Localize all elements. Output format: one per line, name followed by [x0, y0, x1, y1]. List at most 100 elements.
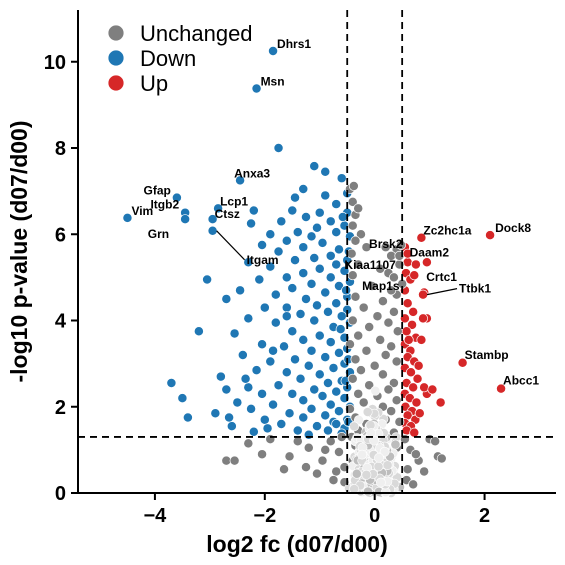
unchanged-point	[331, 466, 342, 477]
down-point	[336, 311, 347, 322]
down-point	[341, 285, 352, 296]
unchanged-point	[380, 242, 391, 253]
down-point	[295, 373, 306, 384]
unchanged-point	[265, 434, 276, 445]
down-point	[243, 382, 254, 393]
legend-marker-up	[107, 74, 125, 92]
down-point	[323, 306, 333, 317]
gene-label-zc2hc1a: Zc2hc1a	[423, 224, 471, 238]
down-point	[331, 199, 342, 210]
down-point	[265, 356, 276, 367]
down-point	[335, 324, 346, 335]
unchanged-point	[347, 270, 358, 281]
up-point	[419, 382, 430, 393]
down-point	[257, 388, 268, 399]
labeled-point-zc2hc1a	[416, 232, 427, 243]
down-point	[298, 395, 309, 406]
x-tick-label: 2	[479, 505, 490, 527]
down-point	[279, 341, 289, 352]
unchanged-point	[351, 468, 362, 479]
gene-leader-line	[426, 288, 458, 296]
labeled-point-crtc1	[409, 270, 420, 281]
unchanged-point	[301, 462, 311, 473]
labeled-point-anxa3	[235, 175, 246, 186]
down-point	[331, 227, 342, 238]
unchanged-point	[361, 345, 372, 356]
down-point	[237, 350, 248, 360]
down-point	[334, 406, 344, 417]
down-point	[229, 328, 240, 339]
legend-marker-unchanged	[107, 24, 125, 42]
up-point	[435, 397, 446, 408]
gene-label-anxa3: Anxa3	[234, 166, 270, 180]
down-point	[325, 216, 336, 227]
down-point	[298, 412, 309, 423]
down-point	[243, 257, 254, 268]
unchanged-point	[361, 469, 372, 480]
down-point	[290, 192, 300, 203]
unchanged-point	[317, 455, 328, 466]
down-point	[325, 399, 336, 410]
unchanged-point	[348, 180, 359, 191]
down-point	[257, 339, 268, 350]
unchanged-point	[356, 365, 366, 376]
gene-label-abcc1: Abcc1	[503, 374, 539, 388]
threshold-lines	[78, 10, 556, 493]
down-point	[287, 388, 298, 399]
down-point	[290, 255, 300, 266]
down-point	[268, 345, 278, 356]
unchanged-point	[377, 369, 388, 380]
y-tick-label: 2	[55, 397, 66, 419]
unchanged-point	[386, 406, 397, 417]
unchanged-point	[391, 395, 402, 406]
unchanged-point	[388, 306, 399, 317]
unchanged-point	[257, 449, 268, 460]
down-point	[281, 272, 292, 283]
labeled-point-ctsz	[207, 214, 218, 225]
down-point	[281, 302, 292, 313]
down-point	[320, 190, 331, 201]
labeled-point-brsk2	[396, 240, 407, 250]
gene-label-itgb2: Itgb2	[150, 198, 179, 212]
down-point	[273, 246, 284, 257]
down-point	[251, 365, 262, 376]
data-points-layer	[122, 46, 507, 496]
down-point	[287, 283, 298, 294]
down-point	[334, 281, 344, 291]
down-point	[259, 302, 270, 313]
down-point	[298, 184, 309, 194]
down-point	[273, 380, 284, 391]
down-point	[320, 352, 331, 363]
gene-label-stambp: Stambp	[465, 348, 509, 362]
down-point	[292, 425, 303, 436]
down-point	[314, 369, 325, 380]
x-axis-title: log2 fc (d07/d00)	[206, 531, 387, 557]
unchanged-point	[374, 452, 384, 463]
down-point	[325, 272, 336, 283]
down-point	[166, 378, 177, 388]
down-point	[298, 334, 309, 345]
y-tick-label: 4	[55, 311, 67, 333]
down-point	[309, 384, 320, 395]
unchanged-point	[347, 220, 358, 231]
up-point	[402, 298, 413, 309]
unchanged-point	[392, 326, 403, 337]
up-point	[408, 306, 419, 317]
down-point	[325, 337, 336, 348]
labeled-point-dock8	[485, 230, 496, 241]
unchanged-point	[347, 315, 358, 326]
down-point	[325, 250, 336, 261]
down-point	[281, 367, 292, 378]
unchanged-point	[388, 272, 399, 283]
down-point	[281, 311, 292, 322]
down-point	[295, 309, 306, 319]
gene-label-vim: Vim	[131, 204, 153, 218]
unchanged-point	[353, 259, 364, 270]
up-point	[410, 259, 421, 270]
up-point	[412, 373, 423, 384]
down-point	[202, 274, 213, 285]
labeled-point-itgam	[207, 225, 218, 236]
down-point	[331, 259, 342, 270]
gene-leader-line	[216, 230, 246, 261]
up-point	[416, 334, 427, 345]
